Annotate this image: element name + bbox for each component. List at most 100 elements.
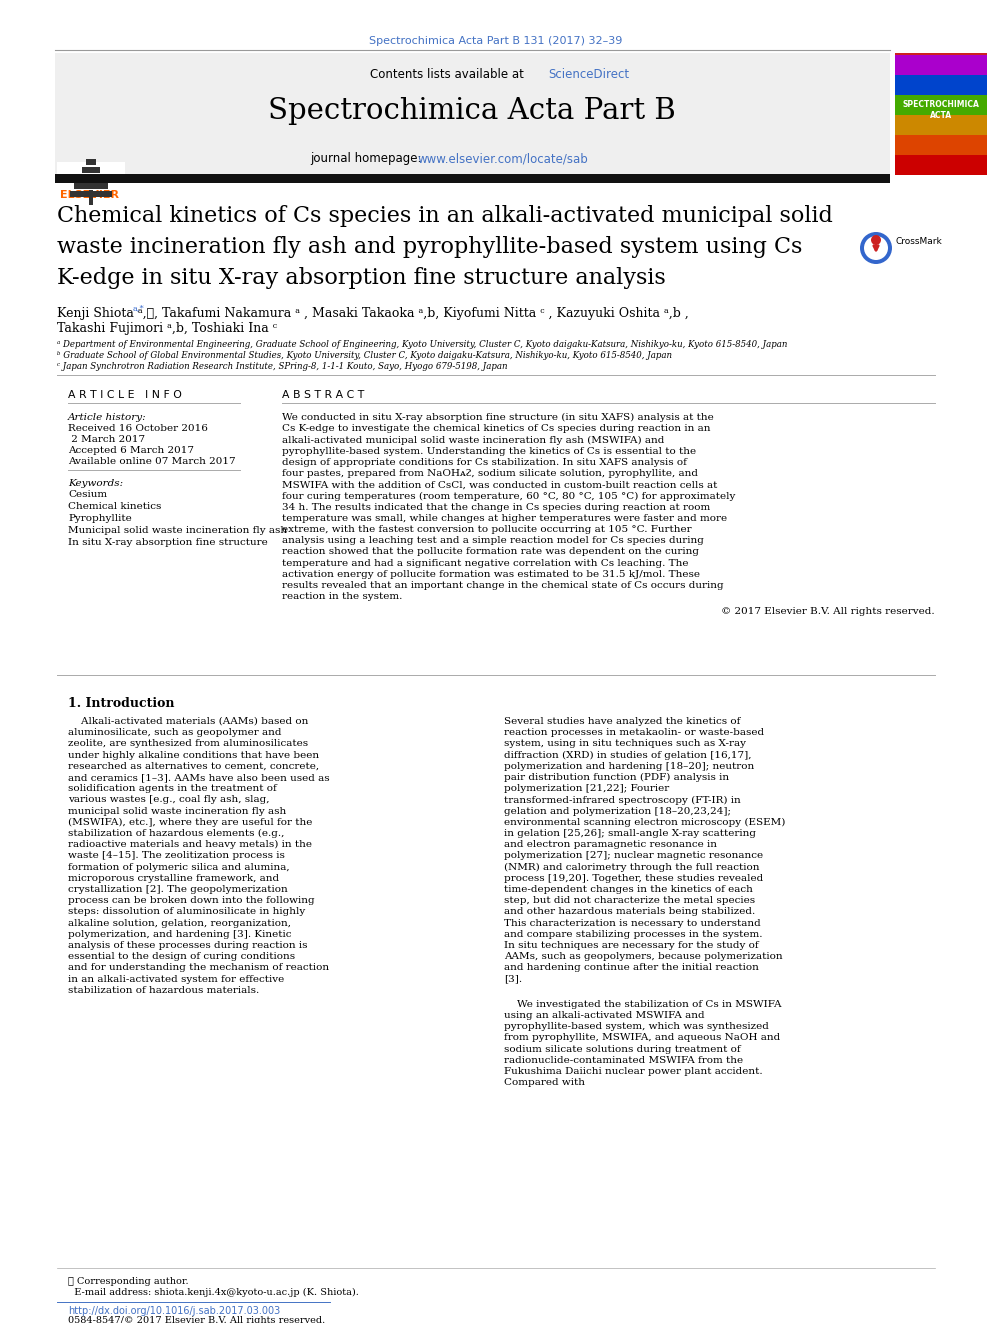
Text: temperature and had a significant negative correlation with Cs leaching. The: temperature and had a significant negati… bbox=[282, 558, 688, 568]
Text: Keywords:: Keywords: bbox=[68, 479, 123, 488]
Text: ScienceDirect: ScienceDirect bbox=[548, 67, 629, 81]
Bar bbox=[895, 53, 987, 175]
Text: radioactive materials and heavy metals) in the: radioactive materials and heavy metals) … bbox=[68, 840, 312, 849]
Text: essential to the design of curing conditions: essential to the design of curing condit… bbox=[68, 953, 296, 962]
Text: A R T I C L E   I N F O: A R T I C L E I N F O bbox=[68, 390, 182, 400]
Text: Available online 07 March 2017: Available online 07 March 2017 bbox=[68, 456, 236, 466]
Text: Takashi Fujimori ᵃ,b, Toshiaki Ina ᶜ: Takashi Fujimori ᵃ,b, Toshiaki Ina ᶜ bbox=[57, 321, 277, 335]
Text: sodium silicate solutions during treatment of: sodium silicate solutions during treatme… bbox=[504, 1045, 741, 1053]
Text: steps: dissolution of aluminosilicate in highly: steps: dissolution of aluminosilicate in… bbox=[68, 908, 306, 917]
Text: journal homepage:: journal homepage: bbox=[310, 152, 426, 165]
Text: zeolite, are synthesized from aluminosilicates: zeolite, are synthesized from aluminosil… bbox=[68, 740, 309, 749]
Text: in an alkali-activated system for effective: in an alkali-activated system for effect… bbox=[68, 975, 285, 983]
Text: temperature was small, while changes at higher temperatures were faster and more: temperature was small, while changes at … bbox=[282, 513, 727, 523]
Text: http://dx.doi.org/10.1016/j.sab.2017.03.003: http://dx.doi.org/10.1016/j.sab.2017.03.… bbox=[68, 1306, 281, 1316]
Text: waste incineration fly ash and pyrophyllite-based system using Cs: waste incineration fly ash and pyrophyll… bbox=[57, 235, 803, 258]
Text: Chemical kinetics of Cs species in an alkali-activated municipal solid: Chemical kinetics of Cs species in an al… bbox=[57, 205, 833, 228]
Text: Contents lists available at: Contents lists available at bbox=[370, 67, 528, 81]
Text: pair distribution function (PDF) analysis in: pair distribution function (PDF) analysi… bbox=[504, 773, 729, 782]
Text: CrossMark: CrossMark bbox=[896, 238, 942, 246]
Text: municipal solid waste incineration fly ash: municipal solid waste incineration fly a… bbox=[68, 807, 287, 815]
Text: ᵇ Graduate School of Global Environmental Studies, Kyoto University, Cluster C, : ᵇ Graduate School of Global Environmenta… bbox=[57, 351, 672, 360]
Text: pyrophyllite-based system. Understanding the kinetics of Cs is essential to the: pyrophyllite-based system. Understanding… bbox=[282, 447, 696, 455]
Text: SPECTROCHIMICA
ACTA: SPECTROCHIMICA ACTA bbox=[903, 101, 979, 120]
Text: stabilization of hazardous elements (e.g.,: stabilization of hazardous elements (e.g… bbox=[68, 830, 285, 839]
Text: © 2017 Elsevier B.V. All rights reserved.: © 2017 Elsevier B.V. All rights reserved… bbox=[721, 607, 935, 617]
Text: using an alkali-activated MSWIFA and: using an alkali-activated MSWIFA and bbox=[504, 1011, 704, 1020]
Text: step, but did not characterize the metal species: step, but did not characterize the metal… bbox=[504, 896, 755, 905]
Text: In situ techniques are necessary for the study of: In situ techniques are necessary for the… bbox=[504, 941, 759, 950]
Text: Alkali-activated materials (AAMs) based on: Alkali-activated materials (AAMs) based … bbox=[68, 717, 309, 726]
Text: and ceramics [1–3]. AAMs have also been used as: and ceramics [1–3]. AAMs have also been … bbox=[68, 773, 329, 782]
Bar bbox=[55, 53, 890, 175]
Bar bbox=[74, 183, 108, 189]
Text: extreme, with the fastest conversion to pollucite occurring at 105 °C. Further: extreme, with the fastest conversion to … bbox=[282, 525, 691, 534]
Text: solidification agents in the treatment of: solidification agents in the treatment o… bbox=[68, 785, 277, 794]
Text: alkali-activated municipal solid waste incineration fly ash (MSWIFA) and: alkali-activated municipal solid waste i… bbox=[282, 435, 665, 445]
Text: results revealed that an important change in the chemical state of Cs occurs dur: results revealed that an important chang… bbox=[282, 581, 723, 590]
Text: 0584-8547/© 2017 Elsevier B.V. All rights reserved.: 0584-8547/© 2017 Elsevier B.V. All right… bbox=[68, 1316, 325, 1323]
Text: Spectrochimica Acta Part B: Spectrochimica Acta Part B bbox=[268, 97, 676, 124]
Text: polymerization, and hardening [3]. Kinetic: polymerization, and hardening [3]. Kinet… bbox=[68, 930, 292, 939]
Text: Municipal solid waste incineration fly ash: Municipal solid waste incineration fly a… bbox=[68, 527, 287, 534]
Bar bbox=[89, 191, 93, 205]
Text: time-dependent changes in the kinetics of each: time-dependent changes in the kinetics o… bbox=[504, 885, 753, 894]
Text: in gelation [25,26]; small-angle X-ray scattering: in gelation [25,26]; small-angle X-ray s… bbox=[504, 830, 756, 837]
Text: A B S T R A C T: A B S T R A C T bbox=[282, 390, 364, 400]
Text: transformed-infrared spectroscopy (FT-IR) in: transformed-infrared spectroscopy (FT-IR… bbox=[504, 795, 741, 804]
Text: Cs K-edge to investigate the chemical kinetics of Cs species during reaction in : Cs K-edge to investigate the chemical ki… bbox=[282, 425, 710, 433]
Text: aluminosilicate, such as geopolymer and: aluminosilicate, such as geopolymer and bbox=[68, 728, 282, 737]
Text: and electron paramagnetic resonance in: and electron paramagnetic resonance in bbox=[504, 840, 717, 849]
Text: from pyrophyllite, MSWIFA, and aqueous NaOH and: from pyrophyllite, MSWIFA, and aqueous N… bbox=[504, 1033, 781, 1043]
Text: system, using in situ techniques such as X-ray: system, using in situ techniques such as… bbox=[504, 740, 746, 749]
Bar bbox=[895, 155, 987, 175]
Text: We investigated the stabilization of Cs in MSWIFA: We investigated the stabilization of Cs … bbox=[504, 1000, 782, 1009]
Bar bbox=[895, 56, 987, 75]
Text: E-mail address: shiota.kenji.4x@kyoto-u.ac.jp (K. Shiota).: E-mail address: shiota.kenji.4x@kyoto-u.… bbox=[68, 1289, 359, 1297]
Text: [3].: [3]. bbox=[504, 975, 522, 983]
Text: stabilization of hazardous materials.: stabilization of hazardous materials. bbox=[68, 986, 259, 995]
Text: and for understanding the mechanism of reaction: and for understanding the mechanism of r… bbox=[68, 963, 329, 972]
Bar bbox=[78, 175, 104, 181]
Text: activation energy of pollucite formation was estimated to be 31.5 kJ/mol. These: activation energy of pollucite formation… bbox=[282, 570, 700, 578]
Text: Several studies have analyzed the kinetics of: Several studies have analyzed the kineti… bbox=[504, 717, 740, 726]
Text: design of appropriate conditions for Cs stabilization. In situ XAFS analysis of: design of appropriate conditions for Cs … bbox=[282, 458, 686, 467]
Text: reaction processes in metakaolin- or waste-based: reaction processes in metakaolin- or was… bbox=[504, 728, 764, 737]
Text: Fukushima Daiichi nuclear power plant accident.: Fukushima Daiichi nuclear power plant ac… bbox=[504, 1068, 763, 1076]
Bar bbox=[82, 167, 100, 173]
Text: ᵃ Department of Environmental Engineering, Graduate School of Engineering, Kyoto: ᵃ Department of Environmental Engineerin… bbox=[57, 340, 788, 349]
Text: process [19,20]. Together, these studies revealed: process [19,20]. Together, these studies… bbox=[504, 873, 763, 882]
Bar bbox=[895, 135, 987, 155]
Text: analysis using a leaching test and a simple reaction model for Cs species during: analysis using a leaching test and a sim… bbox=[282, 536, 704, 545]
Bar bbox=[895, 115, 987, 135]
Text: Chemical kinetics: Chemical kinetics bbox=[68, 501, 162, 511]
Text: crystallization [2]. The geopolymerization: crystallization [2]. The geopolymerizati… bbox=[68, 885, 288, 894]
Text: various wastes [e.g., coal fly ash, slag,: various wastes [e.g., coal fly ash, slag… bbox=[68, 795, 270, 804]
Bar bbox=[895, 95, 987, 115]
Text: Article history:: Article history: bbox=[68, 413, 147, 422]
Text: polymerization and hardening [18–20]; neutron: polymerization and hardening [18–20]; ne… bbox=[504, 762, 754, 771]
Text: ᶜ Japan Synchrotron Radiation Research Institute, SPring-8, 1-1-1 Kouto, Sayo, H: ᶜ Japan Synchrotron Radiation Research I… bbox=[57, 363, 508, 370]
Text: Accepted 6 March 2017: Accepted 6 March 2017 bbox=[68, 446, 194, 455]
Text: and compare stabilizing processes in the system.: and compare stabilizing processes in the… bbox=[504, 930, 763, 939]
Text: This characterization is necessary to understand: This characterization is necessary to un… bbox=[504, 918, 761, 927]
Text: gelation and polymerization [18–20,23,24];: gelation and polymerization [18–20,23,24… bbox=[504, 807, 731, 815]
Text: reaction showed that the pollucite formation rate was dependent on the curing: reaction showed that the pollucite forma… bbox=[282, 548, 699, 557]
Text: diffraction (XRD) in studies of gelation [16,17],: diffraction (XRD) in studies of gelation… bbox=[504, 750, 752, 759]
Bar bbox=[55, 175, 890, 183]
Text: www.elsevier.com/locate/sab: www.elsevier.com/locate/sab bbox=[418, 152, 588, 165]
Text: reaction in the system.: reaction in the system. bbox=[282, 593, 403, 601]
Text: Received 16 October 2016: Received 16 October 2016 bbox=[68, 423, 208, 433]
Circle shape bbox=[871, 235, 881, 245]
Text: pyrophyllite-based system, which was synthesized: pyrophyllite-based system, which was syn… bbox=[504, 1023, 769, 1031]
Text: AAMs, such as geopolymers, because polymerization: AAMs, such as geopolymers, because polym… bbox=[504, 953, 783, 962]
Text: and other hazardous materials being stabilized.: and other hazardous materials being stab… bbox=[504, 908, 755, 917]
FancyArrowPatch shape bbox=[874, 245, 878, 250]
Text: In situ X-ray absorption fine structure: In situ X-ray absorption fine structure bbox=[68, 538, 268, 546]
Text: environmental scanning electron microscopy (ESEM): environmental scanning electron microsco… bbox=[504, 818, 786, 827]
Text: Compared with: Compared with bbox=[504, 1078, 585, 1088]
Text: MSWIFA with the addition of CsCl, was conducted in custom-built reaction cells a: MSWIFA with the addition of CsCl, was co… bbox=[282, 480, 717, 490]
Text: formation of polymeric silica and alumina,: formation of polymeric silica and alumin… bbox=[68, 863, 290, 872]
Text: 2 March 2017: 2 March 2017 bbox=[68, 435, 145, 445]
Text: researched as alternatives to cement, concrete,: researched as alternatives to cement, co… bbox=[68, 762, 319, 771]
